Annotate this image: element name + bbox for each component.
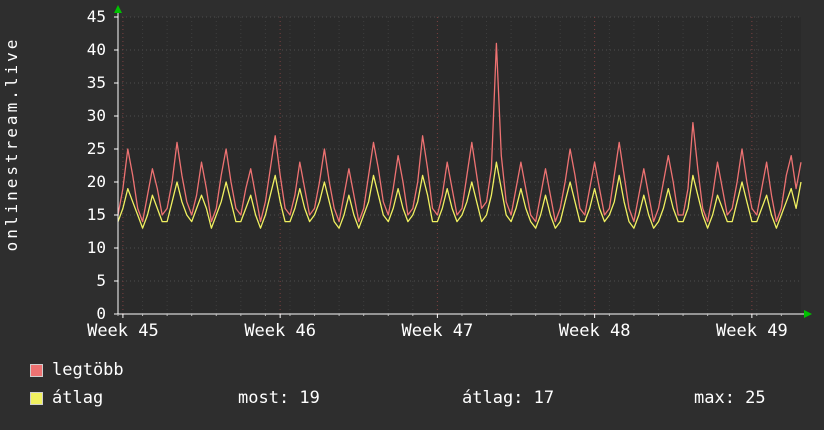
y-tick-label: 0 [96,304,106,323]
legend-label-atlag: átlag [52,388,104,408]
y-tick-label: 10 [86,238,106,257]
x-tick-label: Week 45 [87,321,159,341]
y-axis-title: onlinestream.live [2,36,21,252]
y-tick-label: 15 [86,205,106,224]
y-tick-label: 20 [86,172,106,191]
x-tick-label: Week 46 [244,321,316,341]
x-tick-label: Week 47 [401,321,474,341]
y-axis-arrow-icon [114,5,122,13]
y-tick-label: 35 [86,73,106,92]
x-tick-label: Week 49 [716,321,788,341]
stat-max: max: 25 [694,388,766,408]
legend-label-legtobb: legtöbb [52,360,124,380]
y-tick-label: 30 [86,106,106,125]
y-tick-label: 40 [86,40,106,59]
y-tick-label: 25 [86,139,106,158]
legend-swatch-atlag [30,391,43,405]
legend-swatch-legtobb [30,363,43,377]
stat-atlag: átlag: 17 [462,388,555,408]
chart-plot [114,5,812,318]
legend-item-atlag: átlag [30,388,103,408]
y-tick-label: 5 [96,271,106,290]
x-tick-label: Week 48 [558,321,631,341]
stat-most: most: 19 [238,388,320,408]
x-axis-arrow-icon [804,310,812,318]
y-tick-label: 45 [86,7,106,26]
legend-item-legtobb: legtöbb [30,360,124,380]
